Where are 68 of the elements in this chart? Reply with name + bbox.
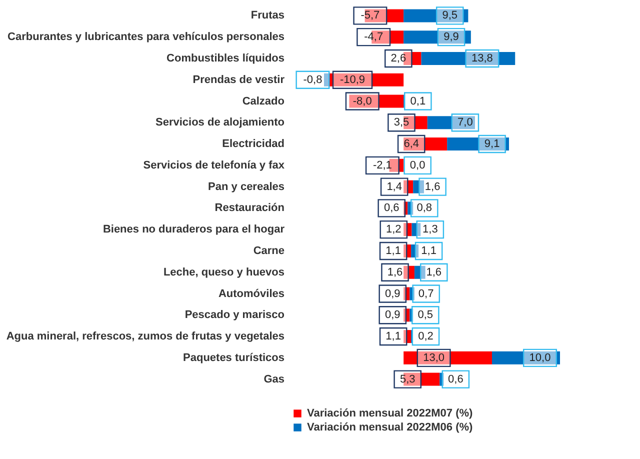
data-label: 1,6 bbox=[424, 180, 440, 193]
data-label: 7,0 bbox=[458, 116, 473, 129]
y-tick-label: Automóviles bbox=[218, 288, 284, 300]
bar bbox=[404, 287, 410, 300]
bar bbox=[324, 73, 330, 86]
data-label: -5,7 bbox=[360, 10, 380, 22]
y-tick-label: Carburantes y lubricantes para vehículos personales bbox=[8, 31, 284, 44]
y-tick-label: Calzado bbox=[242, 95, 285, 108]
y-tick-label: Paquetes turísticos bbox=[183, 352, 284, 364]
y-tick-label: Agua mineral, refrescos, zumos de frutas y vegetales bbox=[6, 330, 284, 343]
y-tick-label: Pescado y marisco bbox=[184, 309, 285, 322]
data-label: 0,5 bbox=[418, 309, 434, 322]
legend-label: Variación mensual 2022M06 (%) bbox=[307, 422, 474, 434]
data-label: 0,6 bbox=[384, 202, 400, 214]
data-label: 0,8 bbox=[416, 202, 432, 214]
y-tick-label: Restauración bbox=[214, 202, 285, 214]
bar bbox=[404, 330, 412, 344]
y-tick-label: Leche, queso y huevos bbox=[163, 266, 284, 278]
data-label: 6,4 bbox=[404, 138, 419, 150]
data-label: -4,7 bbox=[364, 31, 384, 44]
data-label: 0,7 bbox=[418, 288, 434, 300]
data-label: 9,5 bbox=[442, 10, 458, 22]
data-label: -8,0 bbox=[352, 95, 372, 108]
bar bbox=[408, 202, 414, 215]
bar bbox=[411, 244, 419, 258]
data-label: 0,1 bbox=[410, 95, 426, 108]
data-label: 1,4 bbox=[386, 180, 402, 193]
y-tick-label: Prendas de vestir bbox=[192, 74, 286, 86]
data-label: 9,1 bbox=[484, 138, 500, 150]
bar bbox=[404, 202, 408, 215]
bar bbox=[404, 308, 410, 322]
data-label: 5,3 bbox=[400, 373, 416, 386]
y-tick-label: Servicios de alojamiento bbox=[156, 116, 285, 129]
data-label: 13,0 bbox=[423, 352, 444, 364]
data-label: 9,9 bbox=[444, 31, 459, 44]
data-label: 0,0 bbox=[410, 159, 426, 172]
data-label: 1,1 bbox=[386, 330, 401, 343]
data-label: 1,1 bbox=[421, 244, 436, 257]
data-label: 13,8 bbox=[471, 52, 493, 64]
legend-label: Variación mensual 2022M07 (%) bbox=[307, 408, 474, 420]
y-tick-label: Servicios de telefonía y fax bbox=[143, 159, 286, 172]
data-label: 2,6 bbox=[390, 52, 406, 64]
data-label: -2,1 bbox=[372, 159, 392, 172]
bar bbox=[410, 308, 414, 322]
bar bbox=[404, 244, 412, 258]
y-tick-label: Bienes no duraderos para el hogar bbox=[102, 224, 286, 236]
bar bbox=[440, 372, 444, 386]
data-label: 1,3 bbox=[422, 224, 438, 236]
y-tick-label: Combustibles líquidos bbox=[166, 52, 284, 64]
y-tick-label: Electricidad bbox=[222, 138, 284, 150]
y-tick-label: Gas bbox=[264, 373, 284, 386]
y-tick-label: Pan y cereales bbox=[208, 180, 284, 193]
bar bbox=[410, 287, 414, 300]
data-label: 1,2 bbox=[386, 224, 402, 236]
data-label: 0,2 bbox=[418, 330, 434, 343]
data-label: 0,6 bbox=[448, 373, 464, 386]
data-label: 10,0 bbox=[529, 352, 551, 364]
data-label: 1,6 bbox=[426, 266, 442, 278]
data-label: -0,8 bbox=[303, 74, 322, 86]
bar bbox=[404, 223, 412, 236]
data-label: 3,5 bbox=[394, 116, 410, 129]
y-tick-label: Frutas bbox=[250, 10, 284, 22]
data-label: 0,9 bbox=[384, 309, 400, 322]
data-label: 1,6 bbox=[387, 266, 403, 278]
data-label: 1,1 bbox=[386, 244, 401, 257]
data-label: -10,9 bbox=[340, 74, 366, 86]
data-label: 0,9 bbox=[384, 288, 400, 300]
y-tick-label: Carne bbox=[253, 244, 284, 257]
